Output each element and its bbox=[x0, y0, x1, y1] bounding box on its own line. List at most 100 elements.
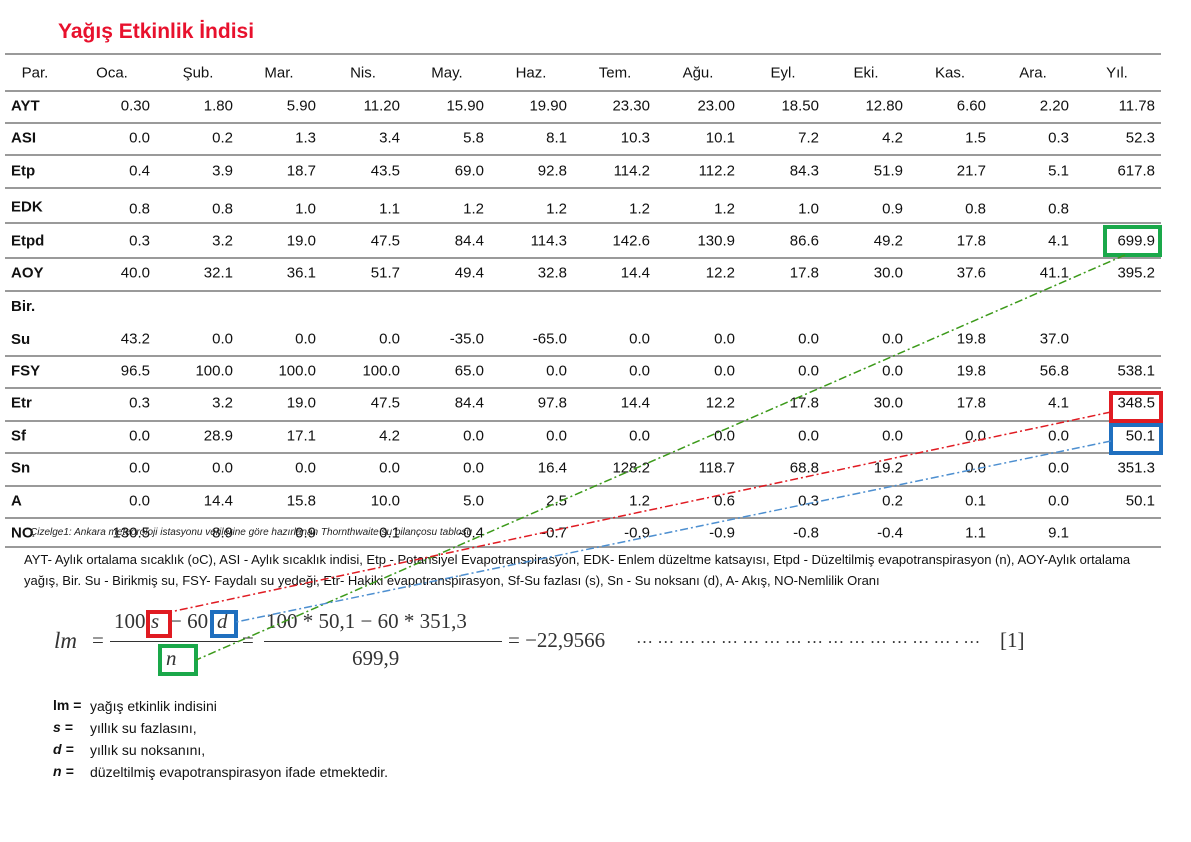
table-cell: 0.2 bbox=[882, 492, 903, 510]
formula-ref: [1] bbox=[1000, 628, 1025, 652]
table-cell: 0.1 bbox=[965, 492, 986, 510]
table-cell: 6.60 bbox=[956, 97, 986, 115]
table-cell: 12.2 bbox=[705, 264, 735, 282]
table-cell: 0.0 bbox=[295, 459, 316, 477]
row-label: Bir. Su bbox=[11, 298, 36, 348]
table-cell: 41.1 bbox=[1039, 264, 1069, 282]
table-cell: 1.1 bbox=[379, 200, 400, 218]
table-cell: 0.0 bbox=[129, 459, 150, 477]
table-cell: 0.0 bbox=[629, 330, 650, 348]
table-cell: 0.8 bbox=[1048, 200, 1069, 218]
table-cell: 18.50 bbox=[781, 97, 819, 115]
table-cell: 5.90 bbox=[286, 97, 316, 115]
table-cell: 10.0 bbox=[370, 492, 400, 510]
header-cell: Tem. bbox=[598, 64, 632, 82]
table-cell: 4.1 bbox=[1048, 232, 1069, 250]
formula-lhs: lm bbox=[54, 628, 77, 653]
table-cell: 0.0 bbox=[798, 330, 819, 348]
formula-num: 100 bbox=[114, 609, 146, 633]
table-cell: 142.6 bbox=[612, 232, 650, 250]
table-cell: 0.0 bbox=[629, 427, 650, 445]
table-cell: 47.5 bbox=[370, 232, 400, 250]
table-cell: 351.3 bbox=[1117, 459, 1155, 477]
row-border bbox=[5, 53, 1161, 55]
table-cell: 17.8 bbox=[789, 264, 819, 282]
table-cell: 92.8 bbox=[537, 162, 567, 180]
table-cell: 1.2 bbox=[546, 200, 567, 218]
table-cell: 69.0 bbox=[454, 162, 484, 180]
legend-text: yıllık su noksanını, bbox=[90, 742, 206, 758]
table-cell: 0.2 bbox=[212, 129, 233, 147]
table-cell: 4.1 bbox=[1048, 394, 1069, 412]
table-cell: 0.0 bbox=[798, 362, 819, 380]
table-cell: 128.2 bbox=[612, 459, 650, 477]
table-cell: 4.2 bbox=[379, 427, 400, 445]
table-cell: 32.1 bbox=[203, 264, 233, 282]
formula-d: d bbox=[217, 609, 228, 633]
table-cell: 1.5 bbox=[965, 129, 986, 147]
table-cell: 49.2 bbox=[873, 232, 903, 250]
table-cell: 118.7 bbox=[698, 459, 735, 477]
table-cell: 0.0 bbox=[129, 129, 150, 147]
row-border bbox=[5, 154, 1161, 156]
table-cell: 0.0 bbox=[129, 427, 150, 445]
table-cell: 56.8 bbox=[1039, 362, 1069, 380]
table-cell: 0.0 bbox=[379, 330, 400, 348]
fraction-bar bbox=[264, 641, 502, 642]
table-cell: 47.5 bbox=[370, 394, 400, 412]
header-cell: Kas. bbox=[934, 64, 966, 82]
table-cell: 50.1 bbox=[1125, 492, 1155, 510]
table-cell: 0.0 bbox=[882, 330, 903, 348]
table-cell: 0.0 bbox=[212, 330, 233, 348]
table-cell: 19.0 bbox=[286, 232, 316, 250]
table-cell: 112.2 bbox=[698, 162, 735, 180]
table-cell: 0.30 bbox=[120, 97, 150, 115]
table-cell: 114.2 bbox=[613, 162, 650, 180]
table-cell: 538.1 bbox=[1117, 362, 1155, 380]
connector bbox=[195, 254, 1126, 661]
table-cell: 40.0 bbox=[120, 264, 150, 282]
table-cell: 1.2 bbox=[714, 200, 735, 218]
formula-result: = −22,9566 bbox=[508, 628, 606, 652]
row-label: Etpd bbox=[11, 232, 45, 250]
header-cell: Şub. bbox=[182, 64, 214, 82]
table-cell: 37.0 bbox=[1039, 330, 1069, 348]
fraction-bar bbox=[110, 641, 238, 642]
legend-term: n = bbox=[53, 763, 74, 779]
table-cell: -65.0 bbox=[532, 330, 567, 348]
row-label: AOY bbox=[11, 264, 44, 282]
row-label: FSY bbox=[11, 362, 41, 380]
table-cell: 0.0 bbox=[714, 330, 735, 348]
table-cell: 11.20 bbox=[363, 97, 400, 115]
table-cell: 395.2 bbox=[1117, 264, 1155, 282]
table-cell: 1.2 bbox=[629, 492, 650, 510]
table-cell: 37.6 bbox=[956, 264, 986, 282]
table-cell: 1.80 bbox=[203, 97, 233, 115]
table-cell: 699.9 bbox=[1117, 232, 1155, 250]
caption: Çizelge1: Ankara meteoroloji istasyonu v… bbox=[30, 527, 473, 538]
formula-dots: … … … … … … … … … … … … … … … . … bbox=[636, 628, 981, 647]
table-cell: 8.9 bbox=[212, 524, 233, 542]
row-label: A bbox=[11, 492, 22, 510]
table-cell: 68.8 bbox=[789, 459, 819, 477]
row-label: Sn bbox=[11, 459, 31, 477]
table-cell: 0.0 bbox=[129, 492, 150, 510]
table-cell: 0.0 bbox=[546, 362, 567, 380]
row-border bbox=[5, 222, 1161, 224]
row-label: AYT bbox=[11, 97, 40, 115]
table-cell: 36.1 bbox=[286, 264, 316, 282]
table-cell: 100.0 bbox=[278, 362, 316, 380]
table-cell: 12.80 bbox=[865, 97, 903, 115]
table-cell: 1.0 bbox=[295, 200, 316, 218]
table-cell: 0.6 bbox=[714, 492, 735, 510]
formula-s: s bbox=[151, 609, 160, 633]
table-cell: 19.90 bbox=[529, 97, 567, 115]
formula-num: − 60 bbox=[170, 609, 209, 633]
table-cell: 0.0 bbox=[463, 459, 484, 477]
table-cell: 16.4 bbox=[537, 459, 567, 477]
table-cell: 114.3 bbox=[530, 232, 567, 250]
table-cell: 19.8 bbox=[956, 362, 986, 380]
table-cell: 11.78 bbox=[1118, 97, 1155, 115]
